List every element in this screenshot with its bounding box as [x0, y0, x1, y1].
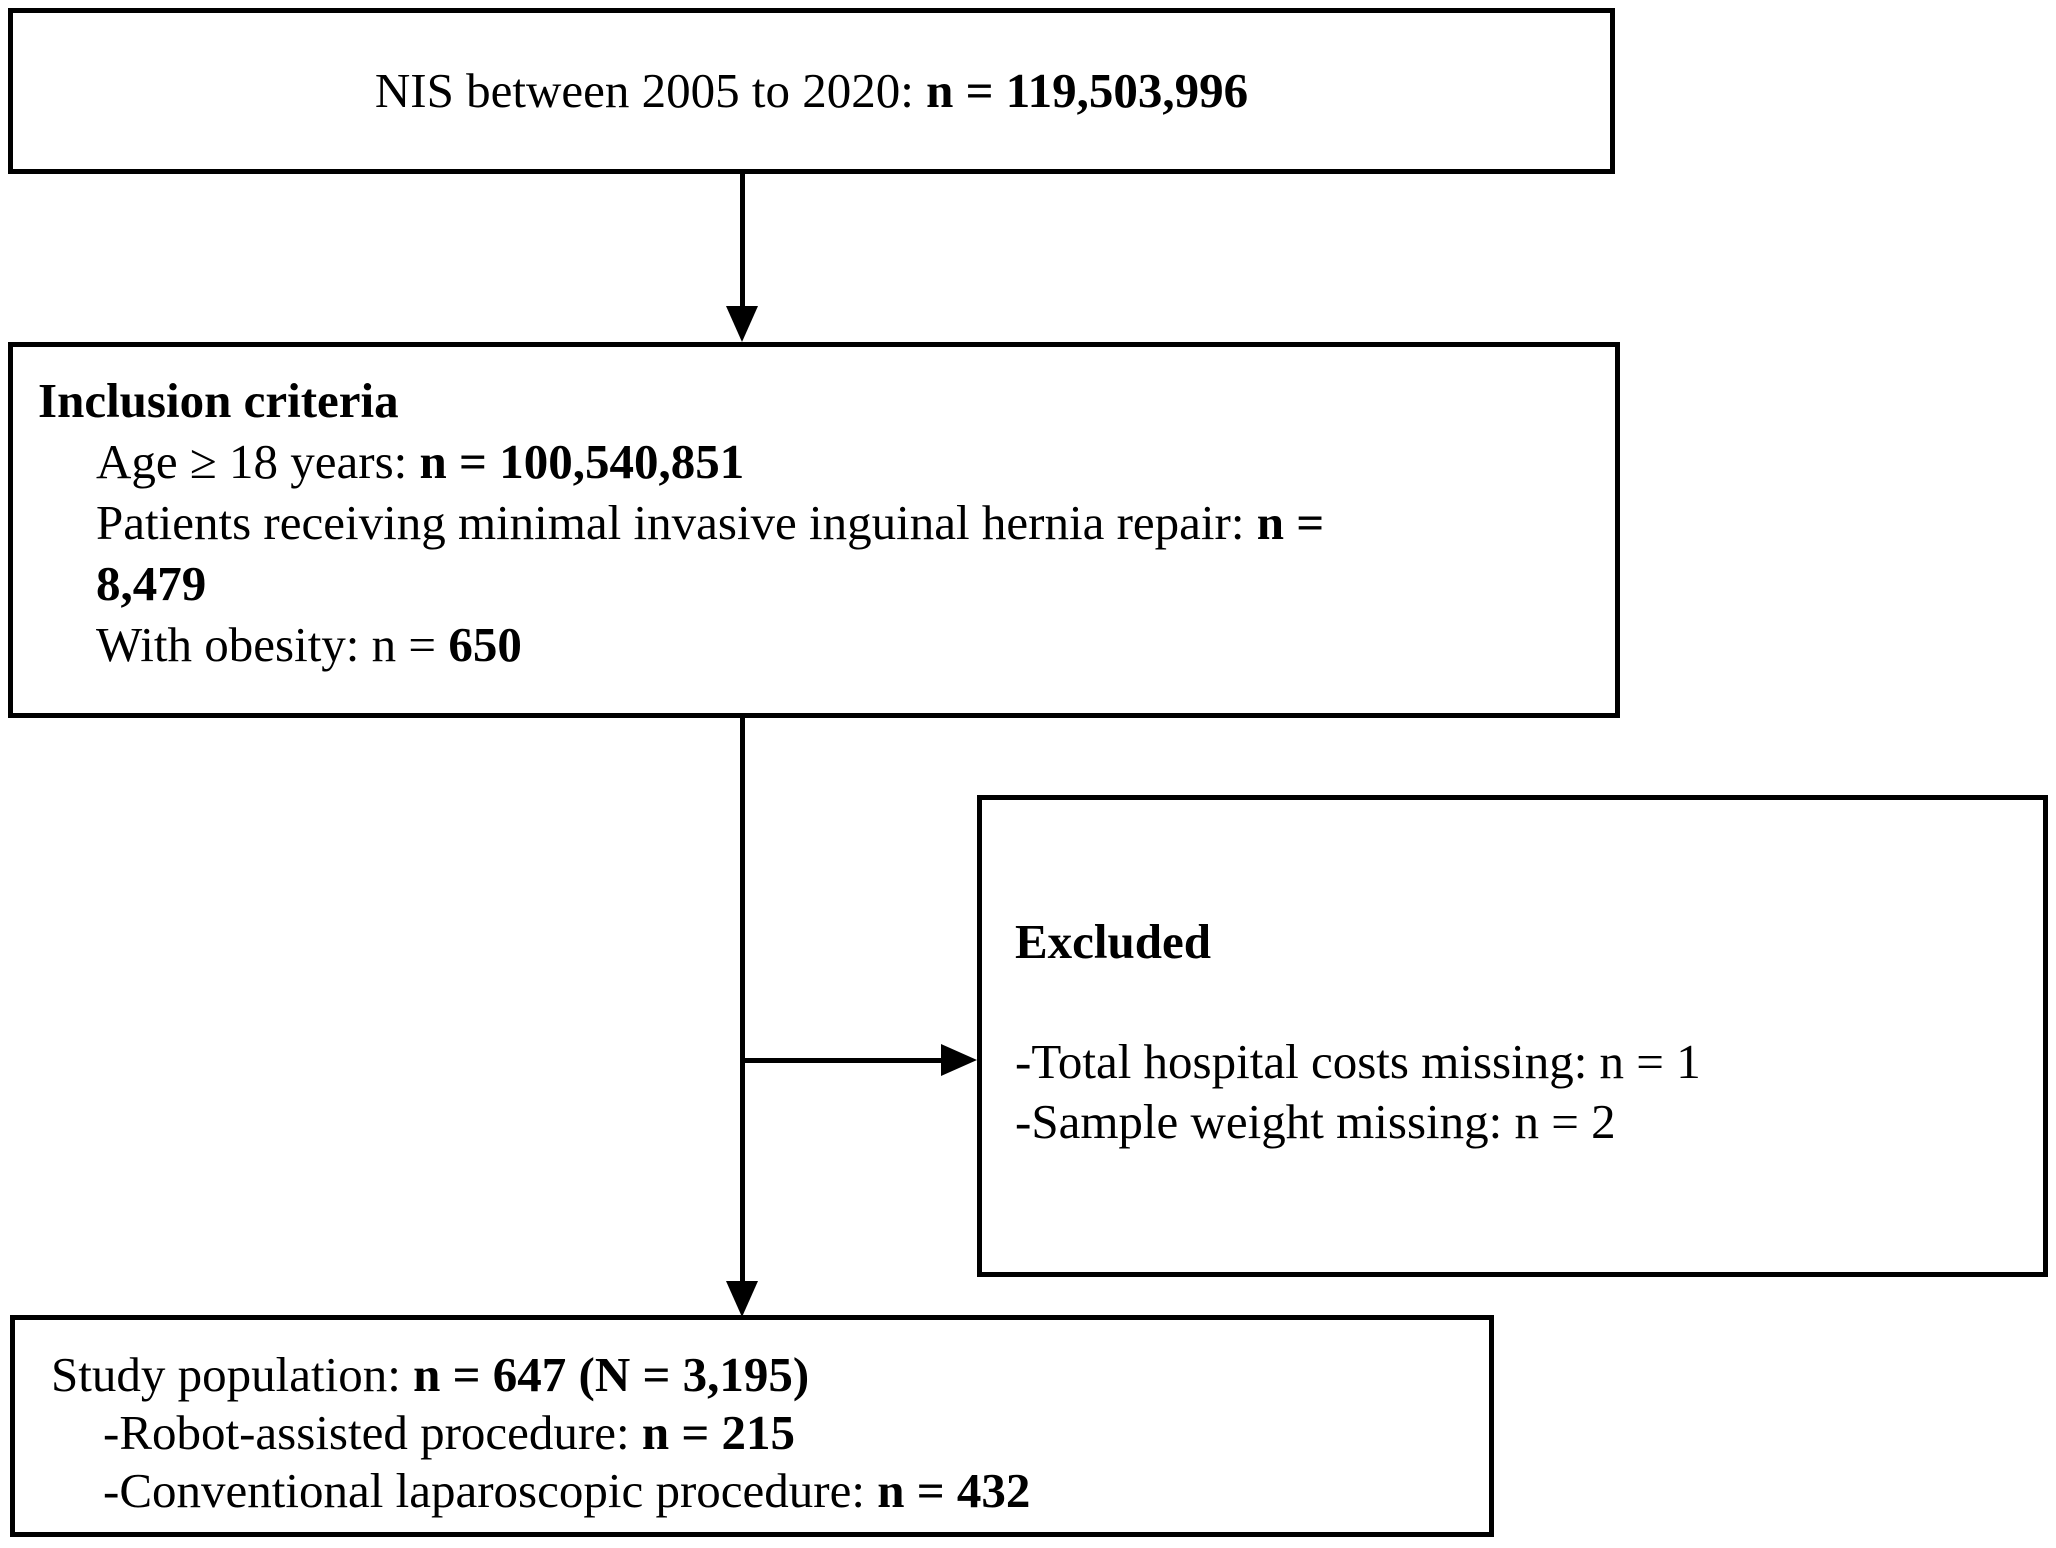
excluded-box: Excluded -Total hospital costs missing: …: [977, 795, 2048, 1277]
inclusion-item-obesity: With obesity: n = 650: [96, 617, 522, 672]
arrow-right-icon: [941, 1044, 977, 1076]
nis-source-prefix: NIS between 2005 to 2020:: [374, 63, 927, 118]
inclusion-criteria-title: Inclusion criteria: [38, 373, 399, 428]
arrow-inclusion-to-study-line: [740, 718, 745, 1283]
arrow-down-icon: [726, 1281, 758, 1317]
excluded-spacer: [1015, 972, 2023, 1032]
inclusion-item-procedure: Patients receiving minimal invasive ingu…: [96, 495, 1325, 550]
arrow-branch-to-excluded-line: [740, 1058, 945, 1063]
inclusion-criteria-box: Inclusion criteria Age ≥ 18 years: n = 1…: [8, 342, 1620, 718]
inclusion-item-procedure-count: 8,479: [96, 556, 207, 611]
study-population-total: Study population: n = 647 (N = 3,195): [51, 1347, 810, 1402]
excluded-title: Excluded: [1015, 914, 1212, 969]
excluded-item-weight: -Sample weight missing: n = 2: [1015, 1094, 1616, 1149]
nis-source-text: NIS between 2005 to 2020: n = 119,503,99…: [375, 61, 1248, 121]
nis-source-count: n = 119,503,996: [926, 63, 1249, 118]
study-population-box: Study population: n = 647 (N = 3,195) -R…: [10, 1315, 1494, 1537]
arrow-down-icon: [726, 306, 758, 342]
arrow-nis-to-inclusion-line: [740, 174, 745, 310]
nis-source-box: NIS between 2005 to 2020: n = 119,503,99…: [8, 8, 1615, 174]
inclusion-item-age: Age ≥ 18 years: n = 100,540,851: [96, 434, 745, 489]
study-population-robot: -Robot-assisted procedure: n = 215: [103, 1405, 796, 1460]
study-population-laparoscopic: -Conventional laparoscopic procedure: n …: [103, 1463, 1031, 1518]
excluded-item-costs: -Total hospital costs missing: n = 1: [1015, 1034, 1701, 1089]
